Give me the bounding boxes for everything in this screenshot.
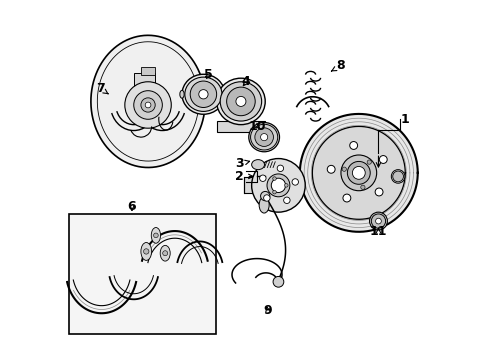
Ellipse shape <box>250 124 277 150</box>
Circle shape <box>272 177 276 180</box>
Circle shape <box>370 214 385 228</box>
Circle shape <box>375 218 381 224</box>
Circle shape <box>226 87 255 116</box>
Ellipse shape <box>151 228 160 243</box>
Circle shape <box>198 90 207 99</box>
Circle shape <box>272 190 276 194</box>
Bar <box>69 214 216 334</box>
Ellipse shape <box>259 197 268 213</box>
Text: 1: 1 <box>400 113 409 126</box>
Circle shape <box>366 160 371 164</box>
Text: 2: 2 <box>234 170 252 183</box>
Text: 4: 4 <box>242 75 250 88</box>
Circle shape <box>291 179 298 185</box>
Ellipse shape <box>182 74 224 114</box>
Circle shape <box>190 81 216 108</box>
Circle shape <box>342 194 350 202</box>
Bar <box>141 67 155 75</box>
Circle shape <box>340 155 376 191</box>
Circle shape <box>260 134 267 141</box>
Bar <box>217 121 264 132</box>
Ellipse shape <box>248 122 279 152</box>
Circle shape <box>342 167 346 171</box>
Circle shape <box>346 161 369 184</box>
Text: 3: 3 <box>234 157 249 170</box>
Ellipse shape <box>216 78 264 125</box>
Text: 6: 6 <box>127 200 136 213</box>
Circle shape <box>374 188 382 196</box>
Circle shape <box>369 212 386 230</box>
Ellipse shape <box>251 159 264 170</box>
Circle shape <box>271 178 285 193</box>
Circle shape <box>145 102 151 108</box>
Ellipse shape <box>180 90 184 98</box>
Ellipse shape <box>160 246 170 261</box>
Ellipse shape <box>220 82 261 121</box>
Circle shape <box>259 175 265 181</box>
Circle shape <box>124 82 171 128</box>
Ellipse shape <box>222 90 226 98</box>
Polygon shape <box>299 114 417 232</box>
Text: 11: 11 <box>369 225 386 238</box>
Text: 5: 5 <box>204 68 213 81</box>
Ellipse shape <box>251 158 305 212</box>
Polygon shape <box>312 126 405 219</box>
Circle shape <box>379 156 386 163</box>
Circle shape <box>283 197 289 203</box>
Circle shape <box>349 141 357 149</box>
Circle shape <box>284 184 287 187</box>
Circle shape <box>263 195 269 201</box>
Circle shape <box>392 171 403 182</box>
Polygon shape <box>91 35 205 167</box>
Circle shape <box>235 96 245 107</box>
Text: 10: 10 <box>248 120 265 133</box>
Circle shape <box>141 98 155 112</box>
Circle shape <box>352 166 365 179</box>
Bar <box>134 73 155 87</box>
Circle shape <box>390 170 404 183</box>
Circle shape <box>143 249 149 254</box>
Circle shape <box>272 276 283 287</box>
Ellipse shape <box>184 77 222 111</box>
Circle shape <box>326 165 334 173</box>
Text: 7: 7 <box>96 82 108 95</box>
Circle shape <box>277 165 283 171</box>
Circle shape <box>134 91 162 119</box>
Circle shape <box>254 128 273 147</box>
Text: 9: 9 <box>263 304 271 317</box>
Circle shape <box>260 192 269 201</box>
Circle shape <box>360 185 365 189</box>
Text: 8: 8 <box>331 59 345 72</box>
Circle shape <box>153 233 158 238</box>
Circle shape <box>266 174 289 197</box>
Bar <box>244 177 267 193</box>
Ellipse shape <box>141 243 151 260</box>
Circle shape <box>163 251 167 256</box>
